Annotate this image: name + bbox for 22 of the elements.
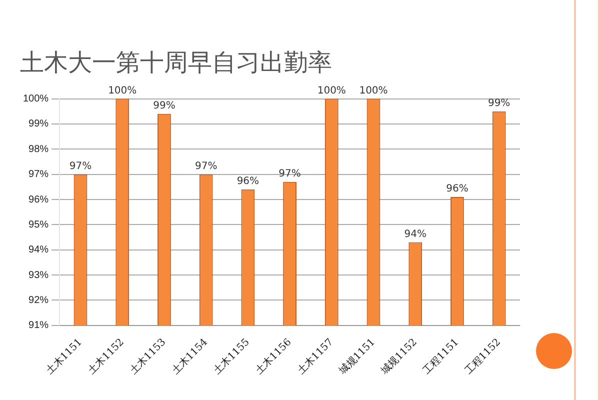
y-tick-label: 100% [23, 94, 49, 105]
data-label: 100% [317, 85, 346, 96]
y-tick-label: 93% [28, 270, 49, 281]
data-label: 99% [153, 100, 176, 112]
data-label: 100% [359, 85, 388, 96]
y-tick-label: 92% [28, 294, 49, 306]
data-label: 96% [446, 184, 468, 195]
y-tick-label: 96% [28, 194, 49, 206]
y-tick-label: 95% [28, 219, 49, 230]
data-label: 97% [278, 168, 301, 180]
data-label: 97% [194, 160, 218, 172]
y-tick-label: 97% [28, 169, 49, 180]
data-label: 100% [108, 85, 137, 96]
data-label: 96% [236, 176, 260, 188]
y-tick-label: 94% [28, 244, 49, 256]
y-tick-label: 99% [28, 118, 49, 130]
data-label: 99% [488, 98, 510, 109]
data-label: 97% [69, 160, 92, 172]
y-tick-label: 98% [28, 144, 49, 155]
y-tick-label: 91% [28, 320, 49, 332]
data-label: 94% [404, 228, 426, 240]
chart-title: 土木大一第十周早自习出勤率 [20, 48, 332, 77]
